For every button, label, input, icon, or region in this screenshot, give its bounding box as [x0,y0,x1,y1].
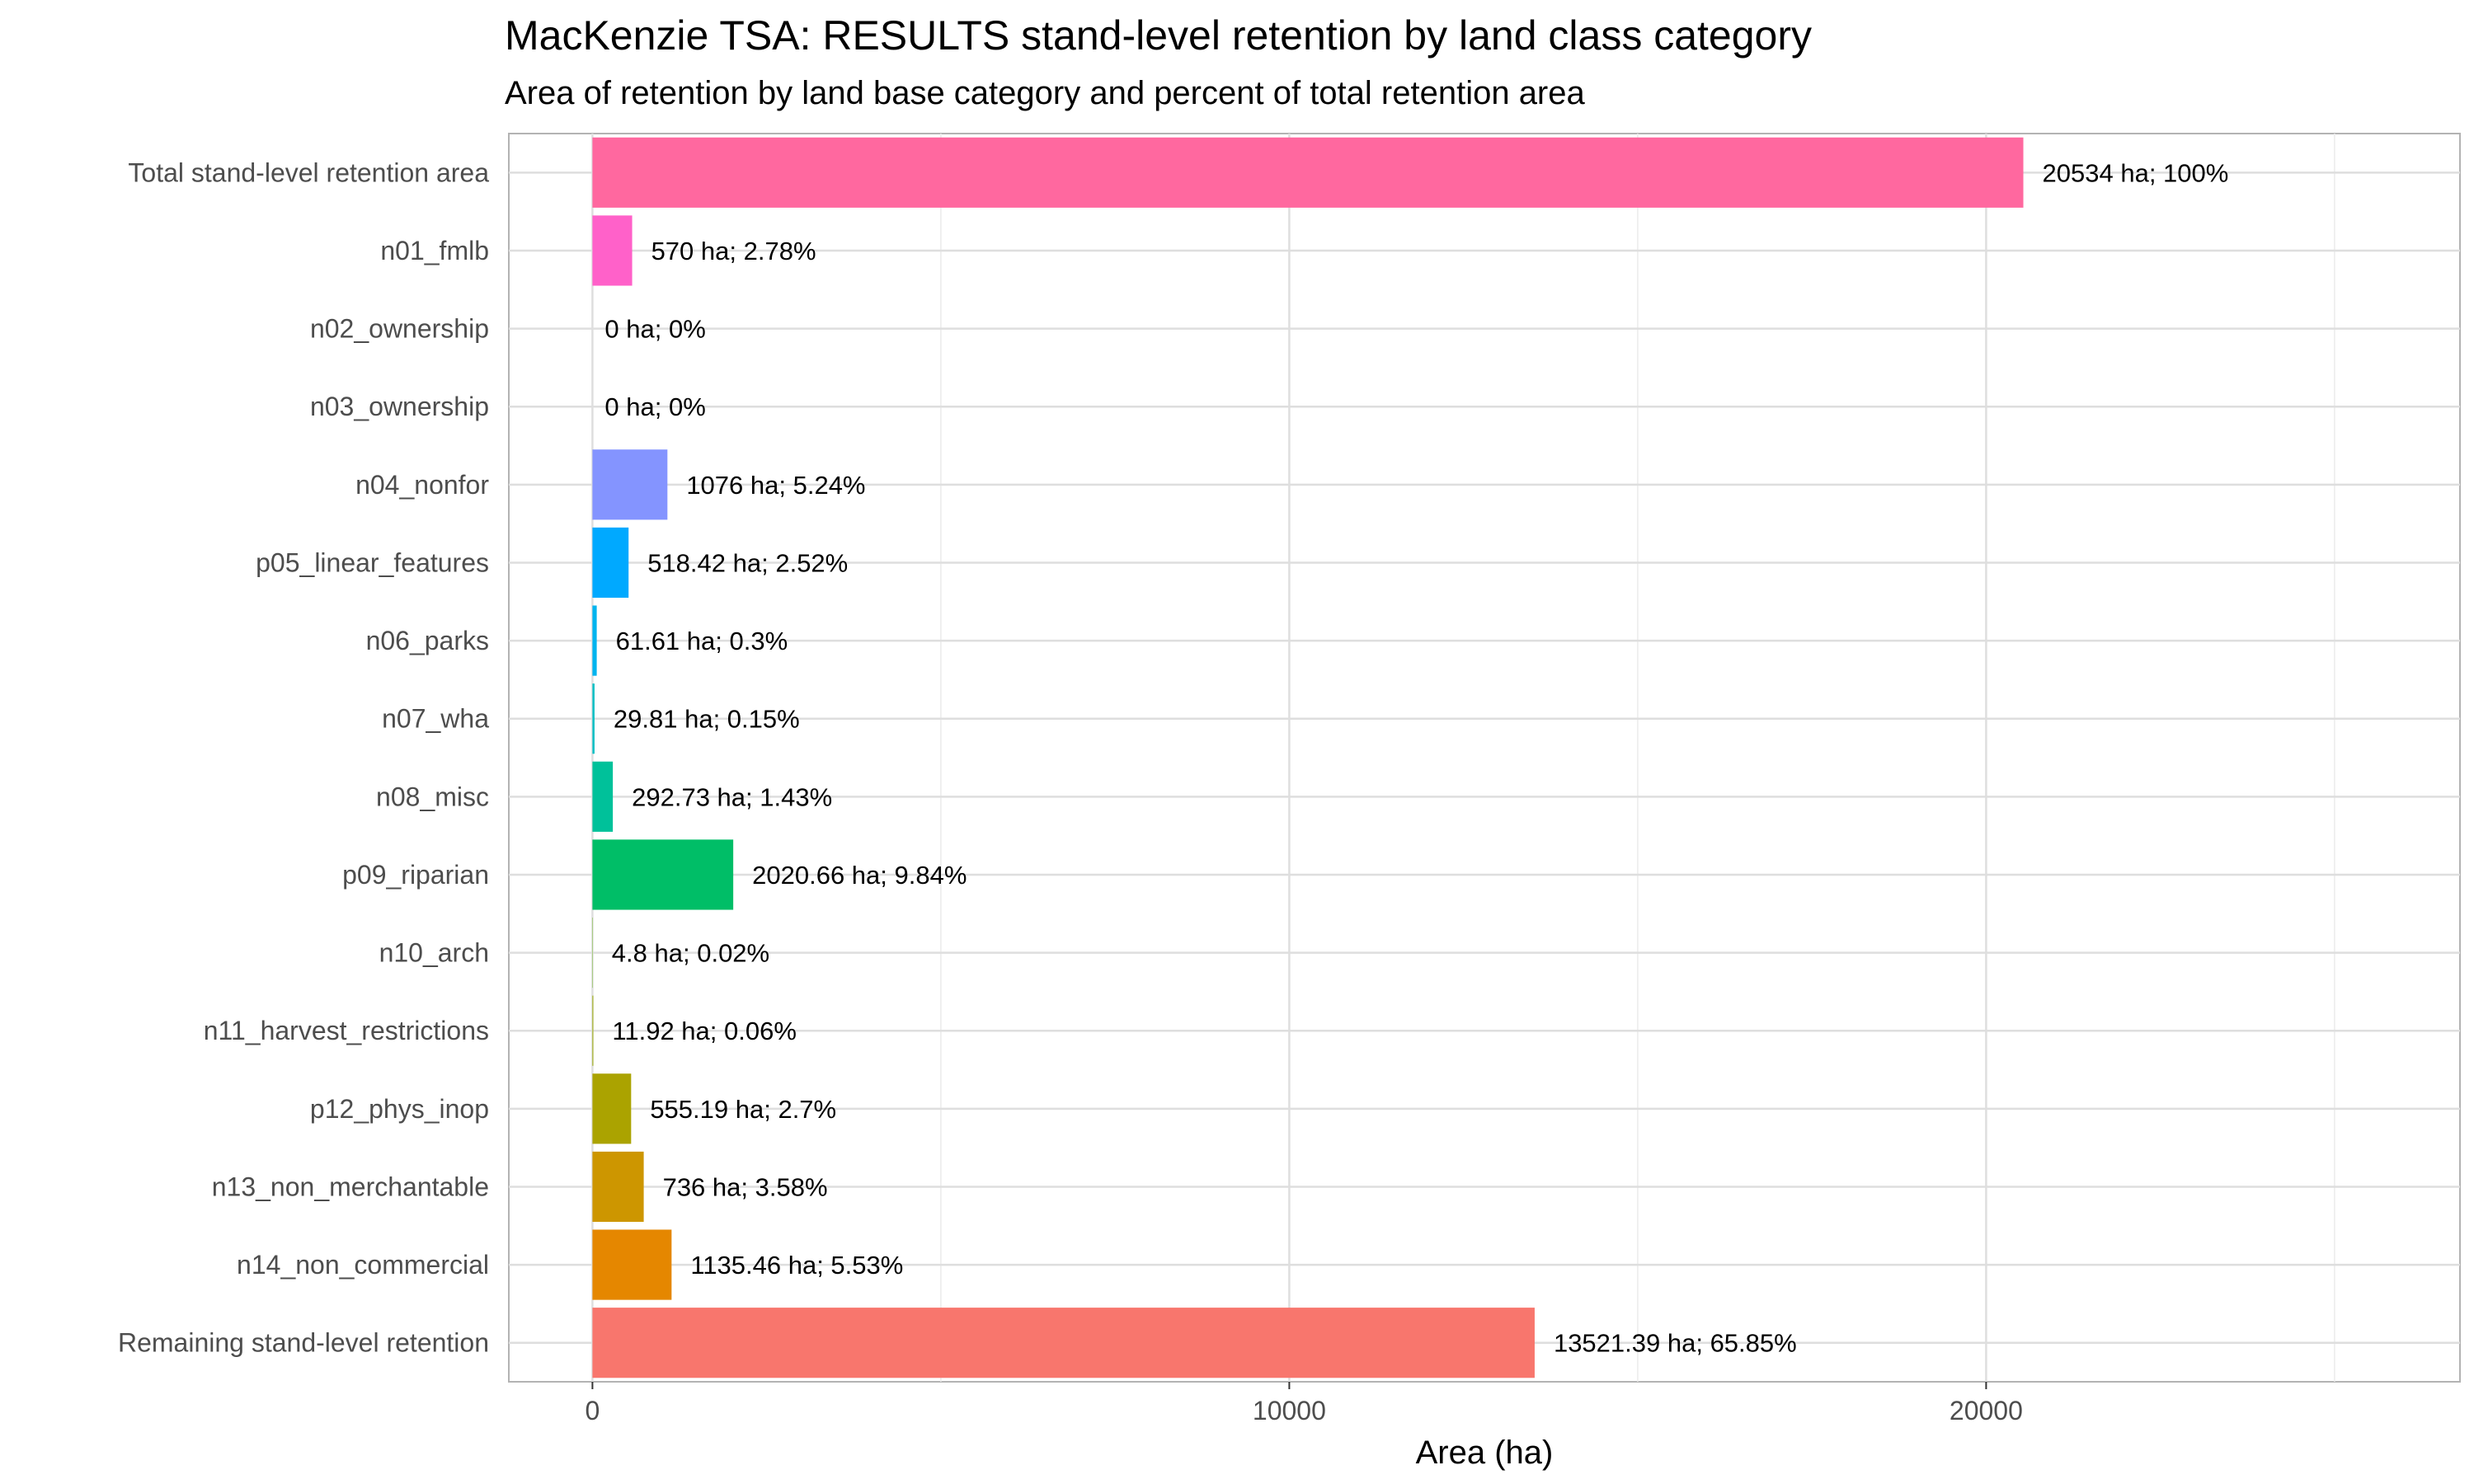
plot-panel-border [508,133,2461,1383]
y-tick-label: Remaining stand-level retention [118,1328,489,1358]
data-label: 1135.46 ha; 5.53% [690,1251,903,1280]
data-label: 29.81 ha; 0.15% [614,705,800,734]
y-tick-label: n08_misc [376,782,489,811]
data-label: 0 ha; 0% [604,315,705,344]
y-tick-label: n07_wha [382,704,489,734]
y-tick-label: p12_phys_inop [310,1094,489,1124]
data-label: 555.19 ha; 2.7% [650,1095,836,1124]
y-axis-tick-labels: Total stand-level retention area n01_fmlb… [118,157,489,1357]
chart-title: MacKenzie TSA: RESULTS stand-level reten… [505,12,1812,59]
y-tick-label: n10_arch [379,938,489,968]
data-label: 570 ha; 2.78% [651,237,816,265]
y-tick-label: n13_non_merchantable [212,1172,489,1201]
bar-n11-harvest-restrictions [592,995,594,1066]
x-axis-label: Area (ha) [1416,1435,1554,1471]
bars [592,137,2024,1378]
data-labels: 20534 ha; 100% 570 ha; 2.78% 0 ha; 0% 0 ha;… [604,158,2228,1357]
data-label: 4.8 ha; 0.02% [612,939,769,968]
bar-n04-nonfor [592,449,668,520]
y-tick-label: p05_linear_features [256,547,489,577]
x-tick-label: 10000 [1253,1396,1326,1425]
data-label: 61.61 ha; 0.3% [616,627,788,655]
data-label: 11.92 ha; 0.06% [612,1017,797,1045]
x-tick-label: 0 [586,1396,600,1425]
data-label: 518.42 ha; 2.52% [647,548,848,577]
y-tick-label: n04_nonfor [355,470,489,500]
chart-subtitle: Area of retention by land base category … [505,75,1586,111]
bar-p12-phys-inop [592,1073,632,1144]
data-label: 1076 ha; 5.24% [686,471,865,500]
bar-p09-riparian [592,839,734,910]
data-label: 736 ha; 3.58% [663,1172,828,1201]
data-label: 2020.66 ha; 9.84% [752,861,967,890]
bar-n01-fmlb [592,215,633,286]
x-tick-label: 20000 [1950,1396,2023,1425]
bar-n14-non-commercial [592,1229,672,1300]
bar-total-stand-level-retention-area [592,137,2024,208]
bar-p05-linear-features [592,527,629,599]
bar-n07-wha [592,683,595,754]
y-tick-label: n11_harvest_restrictions [204,1016,489,1045]
y-tick-label: n06_parks [366,626,489,655]
bar-n08-misc [592,761,614,832]
data-label: 13521.39 ha; 65.85% [1554,1329,1797,1358]
y-tick-label: n02_ownership [310,314,489,344]
y-tick-label: p09_riparian [342,860,489,890]
data-label: 20534 ha; 100% [2043,158,2229,187]
data-label: 0 ha; 0% [604,392,705,421]
bar-remaining-stand-level-retention [592,1308,1535,1378]
x-axis-tick-labels: 0 10000 20000 [586,1382,2023,1425]
y-tick-label: n01_fmlb [380,236,489,265]
bar-n13-non-merchantable [592,1151,644,1223]
data-label: 292.73 ha; 1.43% [632,782,832,811]
y-tick-label: n14_non_commercial [237,1250,489,1280]
y-tick-label: Total stand-level retention area [128,157,489,187]
bar-n06-parks [592,605,597,676]
y-tick-label: n03_ownership [310,392,489,421]
plot-area: 20534 ha; 100% 570 ha; 2.78% 0 ha; 0% 0 ha;… [508,133,2461,1383]
